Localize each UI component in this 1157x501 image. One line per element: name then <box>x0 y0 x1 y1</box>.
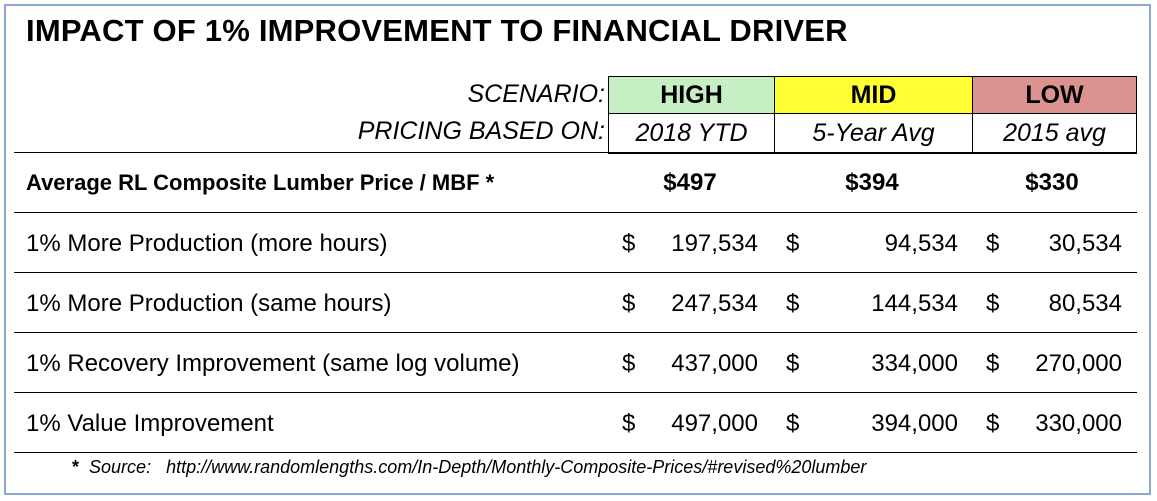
currency-sign: $ <box>986 410 1000 437</box>
row-label: 1% More Production (more hours) <box>26 230 388 257</box>
currency-sign: $ <box>786 410 800 437</box>
row-divider <box>14 332 1137 333</box>
scenario-mid: MID <box>775 77 972 114</box>
value-high: 437,000 <box>671 350 758 377</box>
value-mid: 394,000 <box>871 410 958 437</box>
currency-sign: $ <box>786 350 800 377</box>
price-row-label: Average RL Composite Lumber Price / MBF … <box>26 170 495 195</box>
source-link[interactable]: http://www.randomlengths.com/In-Depth/Mo… <box>166 457 867 477</box>
value-low: 80,534 <box>1048 290 1122 317</box>
value-low: 30,534 <box>1048 230 1122 257</box>
row-divider <box>14 392 1137 393</box>
pricing-mid: 5-Year Avg <box>812 119 935 147</box>
currency-sign: $ <box>786 290 800 317</box>
footnote-marker: * <box>72 457 80 477</box>
currency-sign: $ <box>622 410 636 437</box>
value-mid: 334,000 <box>871 350 958 377</box>
value-high: 197,534 <box>671 230 758 257</box>
currency-sign: $ <box>786 230 800 257</box>
currency-sign: $ <box>622 230 636 257</box>
pricing-low: 2015 avg <box>1003 119 1106 147</box>
currency-sign: $ <box>986 230 1000 257</box>
value-mid: 94,534 <box>884 230 958 257</box>
row-divider <box>14 212 1137 213</box>
row-label: 1% Recovery Improvement (same log volume… <box>26 350 520 377</box>
page-title: IMPACT OF 1% IMPROVEMENT TO FINANCIAL DR… <box>26 13 848 48</box>
scenario-grid: HIGH MID LOW 2018 YTD 5-Year Avg 2015 av… <box>608 76 1137 154</box>
price-mid: $394 <box>845 169 899 196</box>
value-high: 247,534 <box>671 290 758 317</box>
value-mid: 144,534 <box>871 290 958 317</box>
pricing-high: 2018 YTD <box>635 119 748 147</box>
currency-sign: $ <box>622 350 636 377</box>
row-label: 1% Value Improvement <box>26 410 274 437</box>
row-divider <box>14 452 1137 453</box>
value-low: 330,000 <box>1035 410 1122 437</box>
row-divider <box>14 152 1137 153</box>
scenario-low: LOW <box>973 77 1136 114</box>
source-label: Source: <box>89 457 152 477</box>
price-low: $330 <box>1025 169 1079 196</box>
grid-divider <box>972 77 973 153</box>
value-high: 497,000 <box>671 410 758 437</box>
grid-divider <box>774 77 775 153</box>
currency-sign: $ <box>622 290 636 317</box>
price-high: $497 <box>663 169 717 196</box>
pricing-label: PRICING BASED ON: <box>357 117 605 145</box>
currency-sign: $ <box>986 290 1000 317</box>
value-low: 270,000 <box>1035 350 1122 377</box>
row-label: 1% More Production (same hours) <box>26 290 392 317</box>
row-divider <box>14 272 1137 273</box>
scenario-high: HIGH <box>609 77 774 114</box>
source-footnote: * Source: http://www.randomlengths.com/I… <box>72 457 866 478</box>
scenario-label: SCENARIO: <box>467 80 605 108</box>
currency-sign: $ <box>986 350 1000 377</box>
